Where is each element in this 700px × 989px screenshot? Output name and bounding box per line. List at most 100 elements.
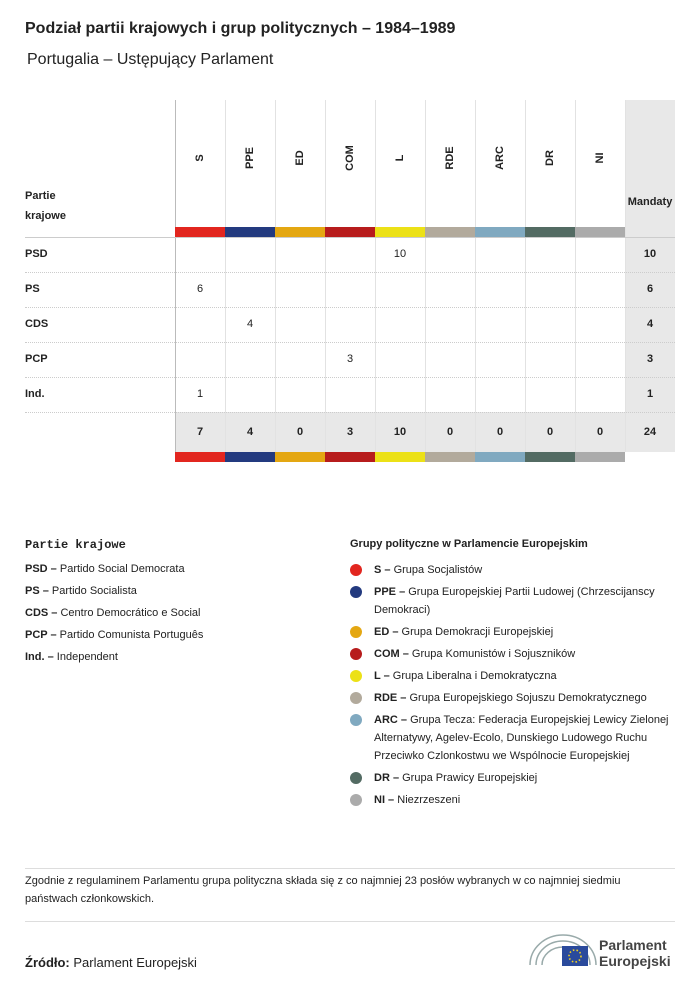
- source: Źródło: Parlament Europejski: [25, 955, 197, 970]
- source-label: Źródło:: [25, 955, 70, 970]
- color-bar: [325, 227, 375, 237]
- column-line: [475, 100, 476, 452]
- legend-item: ARC – Grupa Tecza: Federacja Europejskie…: [350, 711, 675, 765]
- legend-abbr: PPE –: [374, 586, 406, 598]
- legend-name: Partido Comunista Português: [59, 629, 204, 641]
- color-bar: [575, 227, 625, 237]
- legend-dot: [350, 714, 362, 726]
- color-bar: [425, 452, 475, 462]
- total-cell: 4: [246, 426, 254, 438]
- column-label: DR: [544, 150, 556, 166]
- legend-name: Grupa Socjalistów: [393, 564, 483, 576]
- legend-name: Grupa Europejskiej Partii Ludowej (Chrze…: [374, 586, 655, 616]
- legend-abbr: PSD –: [25, 563, 57, 575]
- legend-name: Partido Social Democrata: [59, 563, 185, 575]
- cell: 4: [246, 318, 254, 330]
- column-line: [525, 100, 526, 452]
- legend-dot: [350, 586, 362, 598]
- subtitle: Portugalia – Ustępujący Parlament: [27, 51, 274, 68]
- row-line: [25, 307, 675, 308]
- column-label: COM: [344, 145, 356, 171]
- cell: 3: [346, 353, 354, 365]
- logo-mark: [529, 934, 597, 966]
- color-bar: [525, 452, 575, 462]
- column-line: [275, 100, 276, 452]
- color-bar: [525, 227, 575, 237]
- legend-item: RDE – Grupa Europejskiego Sojuszu Demokr…: [350, 689, 675, 707]
- color-bar: [225, 452, 275, 462]
- legend-dot: [350, 692, 362, 704]
- header-line: [25, 237, 675, 238]
- legend-item: S – Grupa Socjalistów: [350, 561, 675, 579]
- color-bar: [225, 227, 275, 237]
- total-cell: 0: [446, 426, 454, 438]
- legend-title: Partie krajowe: [25, 538, 126, 552]
- grand-total: 24: [643, 426, 657, 438]
- color-bar: [275, 227, 325, 237]
- row-total: 10: [643, 248, 657, 260]
- row-total: 1: [646, 388, 654, 400]
- total-header: Mandaty: [627, 196, 673, 208]
- legend-abbr: CDS –: [25, 607, 58, 619]
- legend-dot: [350, 648, 362, 660]
- row-total: 3: [646, 353, 654, 365]
- party-label: Ind.: [25, 388, 45, 400]
- legend-dot: [350, 670, 362, 682]
- legend-abbr: PS –: [25, 585, 49, 597]
- total-cell: 0: [496, 426, 504, 438]
- column-label: PPE: [244, 147, 256, 170]
- column-label: NI: [594, 152, 606, 164]
- legend-abbr: Ind. –: [25, 651, 54, 663]
- legend-name: Grupa Demokracji Europejskiej: [401, 626, 554, 638]
- legend-abbr: PCP –: [25, 629, 57, 641]
- legend-dot: [350, 794, 362, 806]
- legend-item: ED – Grupa Demokracji Europejskiej: [350, 623, 675, 641]
- column-line: [225, 100, 226, 452]
- total-cell: 0: [596, 426, 604, 438]
- color-bar: [475, 227, 525, 237]
- color-bar: [175, 227, 225, 237]
- legend-item: L – Grupa Liberalna i Demokratyczna: [350, 667, 675, 685]
- legend-name: Independent: [56, 651, 118, 663]
- column-line: [425, 100, 426, 452]
- legend-name: Grupa Tecza: Federacja Europejskiej Lewi…: [374, 714, 669, 762]
- logo-text: Parlament Europejski: [599, 937, 671, 969]
- legend-item: CDS – Centro Democrático e Social: [25, 607, 200, 619]
- group-list: S – Grupa Socjalistów PPE – Grupa Europej…: [350, 561, 675, 813]
- color-bar: [325, 452, 375, 462]
- color-bar: [175, 452, 225, 462]
- legend-name: Grupa Komunistów i Sojuszników: [411, 648, 576, 660]
- total-cell: 3: [346, 426, 354, 438]
- legend-item: Ind. – Independent: [25, 651, 118, 663]
- logo-line: Parlament: [599, 937, 667, 953]
- column-line: [625, 100, 626, 452]
- divider: [25, 921, 675, 922]
- column-line: [175, 100, 176, 452]
- cell: 10: [393, 248, 407, 260]
- legend-item: PS – Partido Socialista: [25, 585, 137, 597]
- column-label: RDE: [444, 146, 456, 170]
- legend-name: Partido Socialista: [51, 585, 137, 597]
- total-column-bg: [625, 100, 675, 412]
- legend-name: Niezrzeszeni: [397, 794, 461, 806]
- color-bar: [375, 452, 425, 462]
- legend-abbr: ARC –: [374, 714, 408, 726]
- legend-item: DR – Grupa Prawicy Europejskiej: [350, 769, 675, 787]
- legend-name: Grupa Liberalna i Demokratyczna: [392, 670, 557, 682]
- party-label: PCP: [25, 353, 48, 365]
- divider: [25, 868, 675, 869]
- legend-item: NI – Niezrzeszeni: [350, 791, 675, 809]
- column-label: L: [394, 154, 406, 162]
- legend-name: Grupa Prawicy Europejskiej: [402, 772, 538, 784]
- cell: 6: [196, 283, 204, 295]
- legend-item: PSD – Partido Social Democrata: [25, 563, 185, 575]
- cell: 1: [196, 388, 204, 400]
- party-label: CDS: [25, 318, 49, 330]
- total-cell: 0: [296, 426, 304, 438]
- source-value: Parlament Europejski: [73, 955, 197, 970]
- legend-abbr: RDE –: [374, 692, 407, 704]
- party-label: PS: [25, 283, 40, 295]
- legend-abbr: S –: [374, 564, 391, 576]
- footnote: Zgodnie z regulaminem Parlamentu grupa p…: [25, 875, 621, 905]
